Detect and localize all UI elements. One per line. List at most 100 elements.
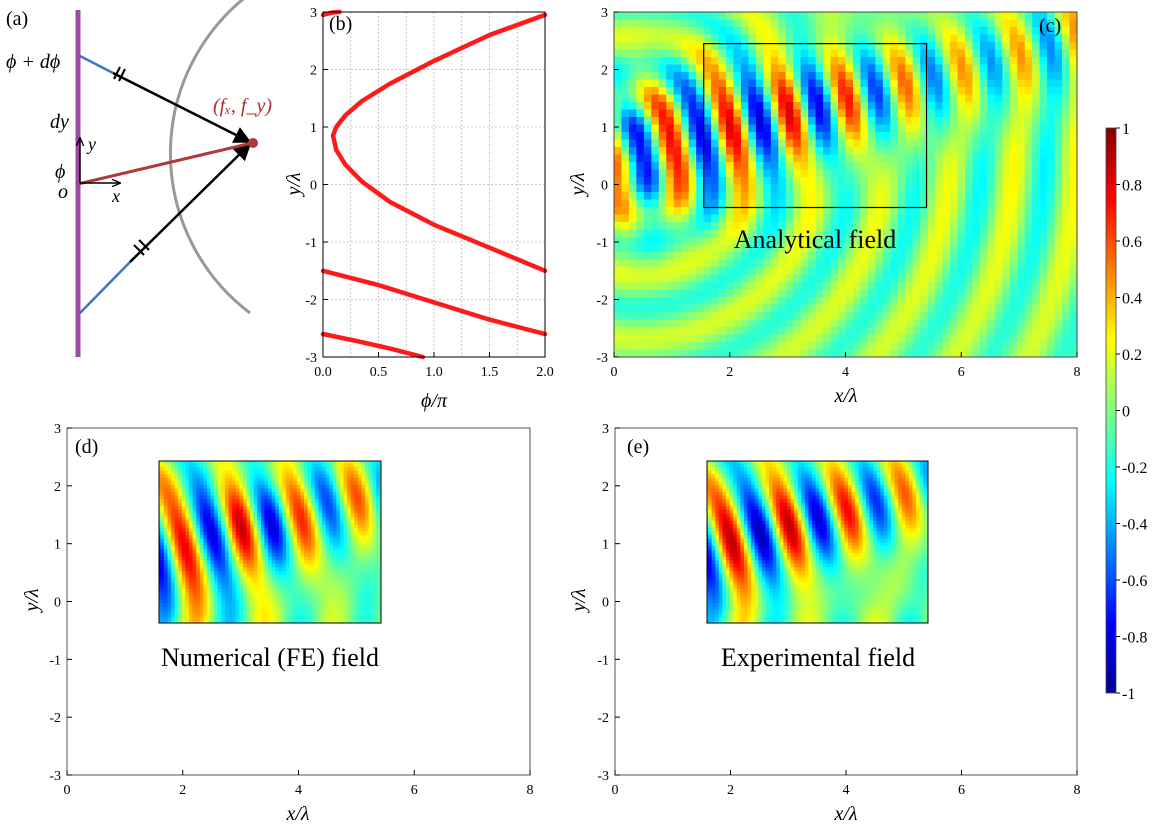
field-cell (882, 229, 891, 238)
field-cell (681, 79, 690, 88)
field-cell (823, 334, 832, 343)
field-cell (159, 474, 161, 479)
field-cell (614, 184, 623, 193)
field-cell (189, 484, 194, 490)
field-cell (1002, 124, 1011, 133)
field-cell (987, 177, 996, 186)
field-cell (242, 552, 248, 558)
field-cell (300, 495, 305, 500)
field-cell (260, 560, 266, 565)
field-cell (253, 492, 258, 497)
field-cell (867, 117, 876, 126)
field-cell (296, 588, 302, 593)
field-cell (250, 517, 255, 522)
field-cell (224, 535, 230, 540)
field-cell (845, 312, 854, 321)
field-cell (882, 214, 891, 223)
field-cell (673, 109, 682, 118)
field-cell (178, 474, 183, 479)
field-cell (823, 214, 832, 223)
field-cell (711, 34, 720, 43)
field-cell (304, 502, 309, 507)
field-cell (311, 613, 316, 619)
field-cell (174, 578, 179, 583)
field-cell (214, 538, 219, 543)
field-cell (196, 477, 201, 482)
field-cell (905, 64, 914, 73)
field-cell (950, 327, 959, 336)
field-cell (207, 470, 212, 475)
field-cell (307, 488, 312, 493)
field-cell (763, 252, 772, 261)
field-cell (703, 177, 712, 186)
field-cell (651, 132, 660, 141)
field-cell (830, 312, 839, 321)
series-line-4 (320, 331, 426, 360)
field-cell (224, 461, 230, 464)
field-cell (189, 477, 194, 482)
field-cell (614, 124, 623, 133)
field-cell (994, 57, 1003, 66)
field-cell (167, 552, 172, 558)
field-cell (987, 184, 996, 193)
field-cell (286, 599, 291, 604)
field-cell (658, 214, 667, 223)
field-cell (688, 214, 697, 223)
field-cell (181, 581, 187, 586)
field-cell (221, 474, 226, 479)
field-cell (830, 184, 839, 193)
field-cell (770, 199, 779, 208)
field-cell (950, 154, 959, 163)
field-cell (207, 570, 212, 576)
field-cell (920, 289, 929, 298)
field-cell (160, 574, 165, 579)
field-cell (239, 613, 244, 619)
field-cell (867, 214, 876, 223)
field-cell (964, 169, 974, 178)
field-cell (614, 282, 623, 291)
field-cell (300, 517, 305, 522)
field-cell (242, 474, 248, 479)
field-cell (748, 229, 757, 238)
field-cell (296, 538, 302, 543)
field-cell (979, 102, 988, 111)
field-cell (979, 109, 988, 118)
field-cell (994, 42, 1003, 51)
field-cell (808, 334, 817, 343)
field-cell (875, 34, 884, 43)
field-cell (1062, 124, 1071, 133)
field-cell (748, 274, 757, 283)
field-cell (1017, 244, 1026, 253)
field-cell (800, 334, 809, 343)
y-tick-label: 0 (601, 179, 608, 194)
field-cell (189, 581, 194, 586)
field-cell (307, 513, 312, 518)
field-cell (927, 79, 936, 88)
field-cell (217, 492, 222, 497)
field-cell (286, 520, 291, 525)
field-cell (181, 506, 187, 511)
field-cell (228, 542, 233, 547)
field-cell (808, 214, 817, 223)
field-cell (224, 560, 230, 565)
field-cell (987, 229, 996, 238)
field-cell (935, 19, 944, 28)
field-cell (1002, 19, 1011, 28)
field-cell (808, 87, 817, 96)
field-cell (192, 581, 197, 586)
field-cell (897, 124, 906, 133)
field-cell (688, 12, 697, 21)
field-cell (763, 169, 772, 178)
field-cell (217, 474, 222, 479)
field-cell (246, 474, 251, 479)
field-cell (964, 244, 974, 253)
field-cell (942, 267, 951, 276)
field-cell (830, 79, 839, 88)
field-cell (755, 147, 764, 156)
field-cell (696, 267, 705, 276)
field-cell (314, 484, 320, 490)
field-cell (250, 509, 255, 515)
field-cell (1017, 154, 1026, 163)
field-cell (875, 199, 884, 208)
field-cell (293, 545, 298, 550)
